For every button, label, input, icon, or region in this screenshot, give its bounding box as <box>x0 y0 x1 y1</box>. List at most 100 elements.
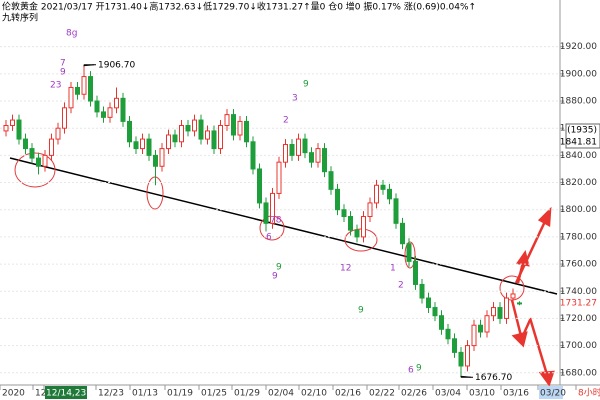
candle-body <box>393 198 399 224</box>
sequence-mark: 9 <box>358 306 364 316</box>
x-tick-label: 03/04 <box>435 389 461 399</box>
last-price-label: 1731.27 <box>560 299 597 309</box>
candle-body <box>250 141 256 170</box>
candle-body <box>10 119 15 126</box>
sequence-mark: 8g <box>66 29 77 39</box>
sequence-mark: 12 <box>340 264 351 274</box>
candle-body <box>75 86 80 95</box>
x-tick-label: 03/20 <box>540 389 566 399</box>
candle-body <box>172 134 178 143</box>
candle-body <box>283 144 288 163</box>
candle-body <box>120 97 126 122</box>
sequence-mark: 2 <box>398 281 404 291</box>
sequence-mark: 9 <box>416 364 422 374</box>
sequence-mark: 9 <box>60 68 66 78</box>
candle-body <box>478 324 483 333</box>
candle-body <box>49 138 54 156</box>
candle-body <box>127 120 132 143</box>
candle-body <box>517 302 522 305</box>
arrow <box>528 317 550 379</box>
candle-body <box>159 148 165 167</box>
candle-body <box>465 345 470 367</box>
candle-body <box>23 138 28 150</box>
y-tick-label: 1760.00 <box>560 260 597 270</box>
x-tick-label: 12/ <box>35 389 50 399</box>
candle-body <box>491 307 496 317</box>
candle-body <box>185 124 191 132</box>
candle-body <box>348 216 353 231</box>
candle-body <box>68 86 74 109</box>
x-label-highlight <box>539 386 563 399</box>
x-tick-label: 03/16 <box>503 389 529 399</box>
candle-body <box>94 100 100 113</box>
y-tick-label: 1880.00 <box>560 97 597 107</box>
candle-body <box>432 307 438 317</box>
candle-body <box>62 107 67 129</box>
x-tick-label: 12/23 <box>98 389 124 399</box>
candle-body <box>374 184 379 204</box>
x-tick-label: 02/10 <box>301 389 327 399</box>
y-tick-label: 1840.00 <box>560 151 597 161</box>
x-tick-label: 02/04 <box>268 389 294 399</box>
sequence-mark: 78 <box>270 216 282 226</box>
arrow-head <box>537 206 552 228</box>
candle-body <box>55 127 61 140</box>
label-box <box>565 123 600 149</box>
candle-body <box>205 130 210 140</box>
circle <box>499 275 525 301</box>
candle-body <box>276 161 282 194</box>
candle-body <box>36 157 41 167</box>
candle-body <box>315 148 321 163</box>
y-tick-label: 1740.00 <box>560 287 597 297</box>
candle-body <box>3 124 9 132</box>
candle-body <box>335 188 340 211</box>
sequence-mark: 2 <box>283 116 289 126</box>
y-tick-label: 1920.00 <box>560 42 597 52</box>
sequence-mark: 23 <box>50 81 61 91</box>
candle-body <box>29 148 35 159</box>
candle-body <box>458 351 464 367</box>
sequence-mark: 9 <box>272 272 278 282</box>
forecast-arrows <box>510 206 555 387</box>
candle-body <box>88 76 93 102</box>
x-tick-label: 8小时 <box>578 387 600 399</box>
candle-body <box>140 138 145 150</box>
x-tick-label: 03/10 <box>469 389 495 399</box>
candle-body <box>257 168 262 204</box>
x-tick-label: 01/13 <box>132 389 158 399</box>
candle-body <box>224 114 230 126</box>
candle-body <box>445 328 451 340</box>
candle-body <box>198 119 204 140</box>
candle-body <box>153 154 158 167</box>
candle-body <box>101 111 106 118</box>
candle-body <box>263 202 269 224</box>
candle-body <box>237 120 243 136</box>
sequence-mark: 1 <box>390 264 396 274</box>
candle-body <box>413 260 418 285</box>
candle-body <box>192 119 197 132</box>
arrow <box>519 319 532 341</box>
y-tick-label: 1800.00 <box>560 205 597 215</box>
candle-body <box>270 192 275 224</box>
x-tick-label: 12/14,23:00 <box>46 389 101 399</box>
candle-body <box>380 184 386 190</box>
candle-body <box>406 243 412 262</box>
sequence-mark: 9 <box>303 80 309 90</box>
candle-body <box>387 188 392 200</box>
candle-body <box>484 315 490 333</box>
sequence-mark: 7 <box>60 59 66 69</box>
candle-body <box>361 216 366 238</box>
candles <box>3 64 522 378</box>
candle-body <box>328 171 334 190</box>
x-tick-label: 2020 <box>2 389 25 399</box>
sequence-mark: 6 <box>408 366 414 376</box>
candle-body <box>309 152 314 163</box>
sequence-mark: 3 <box>292 94 298 104</box>
x-tick-label: 02/22 <box>369 389 395 399</box>
header-symbol: 伦敦黄金 2021/03/17 开1731.40↓高1732.63↓低1729.… <box>2 1 476 13</box>
candle-body <box>341 209 347 218</box>
candle-body <box>81 76 87 95</box>
candle-body <box>367 202 373 218</box>
